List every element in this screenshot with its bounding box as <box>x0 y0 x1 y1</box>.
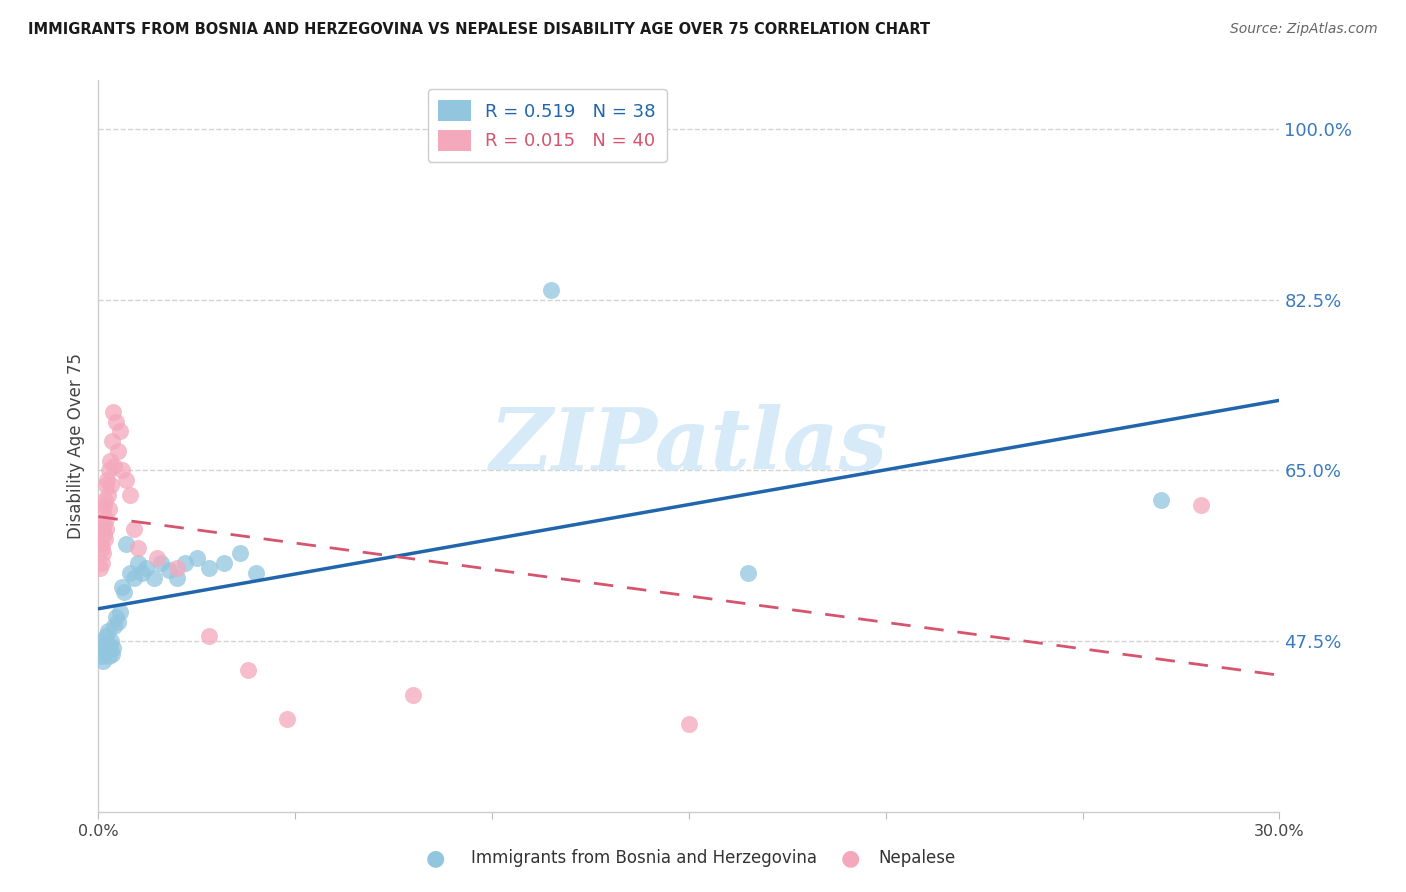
Text: ●: ● <box>841 848 860 868</box>
Point <box>105 415 128 429</box>
Point <box>101 434 124 449</box>
Point <box>127 541 149 556</box>
Text: Source: ZipAtlas.com: Source: ZipAtlas.com <box>1230 22 1378 37</box>
Point <box>115 536 138 550</box>
Point <box>108 605 131 619</box>
Point <box>90 536 112 550</box>
Point <box>197 561 219 575</box>
Point <box>236 663 259 677</box>
Text: Nepalese: Nepalese <box>879 849 956 867</box>
Point <box>105 609 128 624</box>
Point <box>91 541 114 556</box>
Point <box>96 473 118 487</box>
Point <box>93 526 115 541</box>
Point <box>103 405 125 419</box>
Point <box>245 566 267 580</box>
Point <box>89 561 111 575</box>
Point <box>142 571 165 585</box>
Point <box>94 478 117 492</box>
Point <box>135 561 157 575</box>
Point <box>93 640 115 655</box>
Point <box>112 585 135 599</box>
Point <box>98 648 121 663</box>
Point <box>127 556 149 570</box>
Point <box>678 717 700 731</box>
Point <box>100 478 122 492</box>
Point <box>111 463 134 477</box>
Point <box>90 648 112 663</box>
Point <box>111 581 134 595</box>
Text: ●: ● <box>426 848 446 868</box>
Point <box>93 516 115 531</box>
Point <box>1189 498 1212 512</box>
Point <box>91 522 114 536</box>
Point <box>98 639 121 653</box>
Point <box>737 566 759 580</box>
Point <box>103 619 125 633</box>
Point <box>115 473 138 487</box>
Point <box>96 644 118 658</box>
Point <box>197 629 219 643</box>
Text: Immigrants from Bosnia and Herzegovina: Immigrants from Bosnia and Herzegovina <box>471 849 817 867</box>
Point <box>103 458 125 473</box>
Point <box>97 488 120 502</box>
Point <box>94 637 117 651</box>
Point <box>118 488 141 502</box>
Y-axis label: Disability Age Over 75: Disability Age Over 75 <box>67 353 86 539</box>
Point <box>91 546 114 560</box>
Point <box>402 688 425 702</box>
Point <box>91 654 114 668</box>
Point <box>229 546 252 560</box>
Point <box>93 498 115 512</box>
Point <box>94 512 117 526</box>
Point <box>131 566 153 580</box>
Point <box>97 463 120 477</box>
Point <box>94 532 117 546</box>
Point <box>122 522 145 536</box>
Point <box>214 556 236 570</box>
Point <box>90 556 112 570</box>
Point <box>103 640 125 655</box>
Point <box>93 492 115 507</box>
Point <box>118 566 141 580</box>
Point <box>186 551 208 566</box>
Point <box>1150 492 1173 507</box>
Point <box>146 551 169 566</box>
Point <box>108 425 131 439</box>
Point <box>107 443 129 458</box>
Point <box>150 556 173 570</box>
Point <box>96 522 118 536</box>
Point <box>91 634 114 648</box>
Legend: R = 0.519   N = 38, R = 0.015   N = 40: R = 0.519 N = 38, R = 0.015 N = 40 <box>427 89 666 161</box>
Point <box>97 624 120 639</box>
Point <box>101 647 124 661</box>
Point <box>98 453 121 467</box>
Point <box>122 571 145 585</box>
Point <box>174 556 197 570</box>
Point <box>166 571 188 585</box>
Point <box>166 561 188 575</box>
Point <box>100 634 122 648</box>
Text: IMMIGRANTS FROM BOSNIA AND HERZEGOVINA VS NEPALESE DISABILITY AGE OVER 75 CORREL: IMMIGRANTS FROM BOSNIA AND HERZEGOVINA V… <box>28 22 931 37</box>
Text: ZIPatlas: ZIPatlas <box>489 404 889 488</box>
Point <box>91 502 114 516</box>
Point <box>96 629 118 643</box>
Point <box>540 283 562 297</box>
Point <box>157 563 180 577</box>
Point <box>98 502 121 516</box>
Point <box>276 712 298 726</box>
Point <box>107 615 129 629</box>
